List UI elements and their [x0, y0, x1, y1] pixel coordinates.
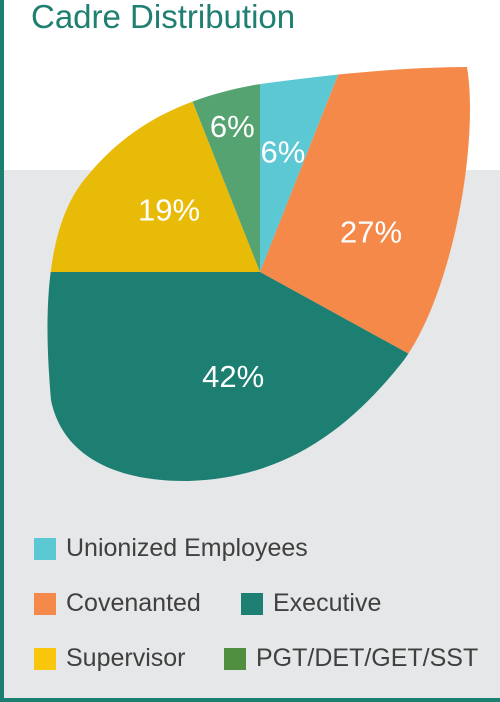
slice-executive — [47, 272, 470, 482]
legend-label-pgt: PGT/DET/GET/SST — [256, 644, 479, 672]
pie-chart: 6% 27% 42% 19% 6% — [47, 67, 470, 482]
legend-label-covenanted: Covenanted — [66, 589, 201, 617]
legend-row-2b: Executive — [241, 589, 381, 618]
slice-label-covenanted: 27% — [340, 215, 402, 250]
legend-swatch-unionized — [34, 537, 56, 560]
legend-row-3a: Supervisor — [34, 644, 186, 673]
slice-label-executive: 42% — [202, 359, 264, 394]
legend-swatch-pgt — [224, 647, 246, 670]
slice-label-pgt: 6% — [210, 109, 255, 144]
legend-swatch-supervisor — [34, 647, 56, 670]
legend-swatch-executive — [241, 592, 263, 615]
slice-label-unionized: 6% — [260, 135, 305, 170]
chart-title: Cadre Distribution — [31, 0, 296, 35]
slice-unionized — [260, 67, 415, 272]
slice-label-supervisor: 19% — [138, 193, 200, 228]
legend-row-3b: PGT/DET/GET/SST — [224, 644, 478, 673]
legend-label-unionized: Unionized Employees — [66, 534, 308, 562]
slice-pgt — [105, 67, 260, 272]
legend-label-supervisor: Supervisor — [66, 644, 186, 672]
legend-row-1: Unionized Employees — [34, 534, 308, 563]
legend-swatch-covenanted — [34, 592, 56, 615]
legend-label-executive: Executive — [273, 589, 382, 617]
slice-labels: 6% 27% 42% 19% 6% — [138, 109, 402, 394]
legend-row-2a: Covenanted — [34, 589, 201, 618]
